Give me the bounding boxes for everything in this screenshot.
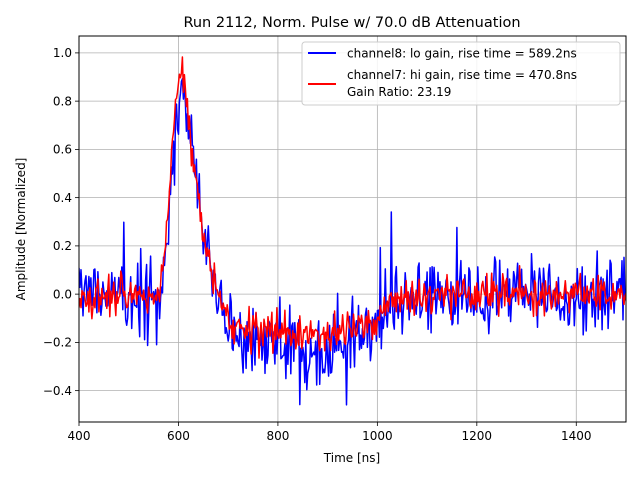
- legend-box: [301, 41, 621, 106]
- legend-label-channel7: channel7: hi gain, rise time = 470.8ns: [347, 68, 577, 82]
- y-tick-label: −0.4: [43, 384, 72, 398]
- axis-ticks: 400 600 800 1000 1200 1400 −0.4 −0.2 0.0 0.2 0.4 0.…: [43, 46, 592, 443]
- y-tick-label: 0.2: [53, 239, 72, 253]
- plot-frame: [78, 35, 627, 423]
- y-tick-label: 0.8: [53, 94, 72, 108]
- legend-label-channel8: channel8: lo gain, rise time = 589.2ns: [347, 47, 577, 61]
- legend-gain-ratio-annotation: Gain Ratio: 23.19: [347, 85, 451, 99]
- y-tick-label: 0.4: [53, 191, 72, 205]
- x-tick-label: 400: [68, 429, 91, 443]
- y-tick-label: 0.0: [53, 287, 72, 301]
- series-line-channel7: [79, 56, 626, 359]
- x-tick-label: 600: [167, 429, 190, 443]
- x-tick-label: 1200: [462, 429, 493, 443]
- legend: channel8: lo gain, rise time = 589.2ns c…: [301, 41, 621, 106]
- y-axis-label: Amplitude [Normalized]: [14, 158, 28, 301]
- chart-title: Run 2112, Norm. Pulse w/ 70.0 dB Attenua…: [183, 15, 520, 31]
- x-tick-label: 800: [266, 429, 289, 443]
- series-line-channel8: [79, 78, 626, 406]
- y-tick-label: −0.2: [43, 336, 72, 350]
- x-axis-label: Time [ns]: [323, 451, 380, 465]
- x-tick-label: 1000: [362, 429, 393, 443]
- series-layer: [79, 56, 626, 406]
- y-tick-label: 0.6: [53, 143, 72, 157]
- x-tick-label: 1400: [561, 429, 592, 443]
- y-tick-label: 1.0: [53, 46, 72, 60]
